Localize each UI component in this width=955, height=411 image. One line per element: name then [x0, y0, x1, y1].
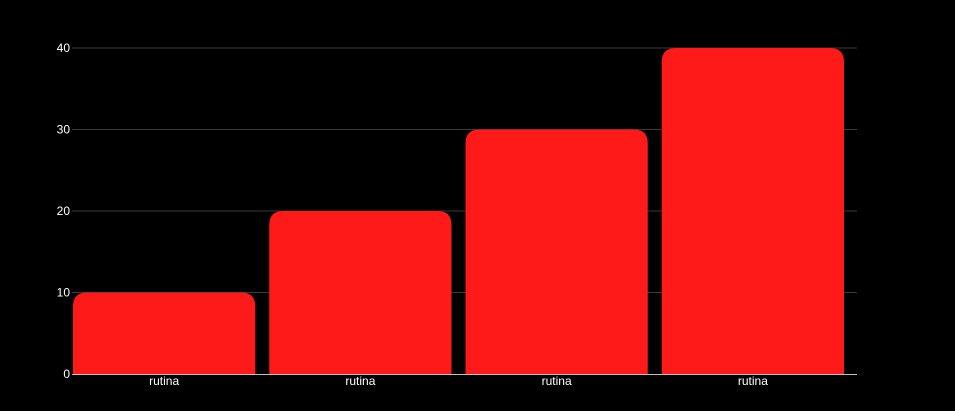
y-tick-label: 20 [57, 204, 71, 218]
y-tick-label: 30 [57, 123, 71, 137]
bar-2 [269, 211, 452, 374]
bars [73, 48, 844, 374]
bar-1 [73, 292, 256, 374]
x-tick-label: rutina [542, 374, 572, 388]
x-tick-label: rutina [345, 374, 375, 388]
x-tick-label: rutina [738, 374, 768, 388]
x-tick-label: rutina [149, 374, 179, 388]
bar-4 [661, 48, 844, 374]
y-tick-label: 40 [57, 41, 71, 55]
bar-3 [465, 129, 648, 374]
y-tick-label: 0 [63, 367, 70, 381]
y-tick-label: 10 [57, 286, 71, 300]
y-axis-ticks: 0 10 20 30 40 [57, 41, 71, 381]
x-axis-ticks: rutina rutina rutina rutina [149, 374, 768, 388]
